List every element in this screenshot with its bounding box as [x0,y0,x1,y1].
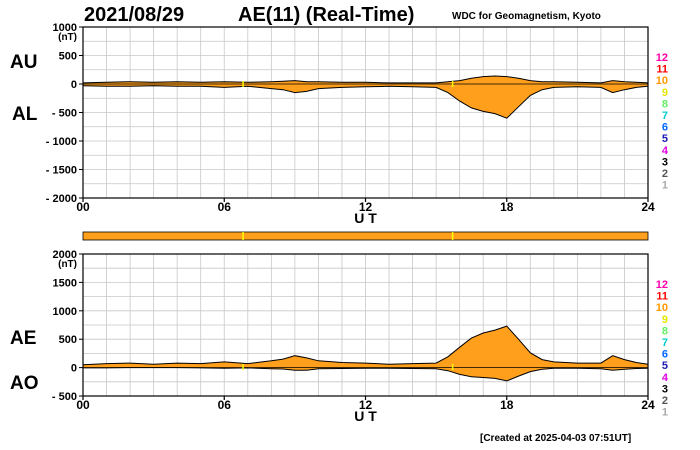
au-al-legend-number: 1 [662,180,668,192]
ae-ao-legend-number: 3 [662,383,668,395]
ae-ao-ytick-label: 1500 [53,277,77,289]
ae-ao-unit-label: (nT) [58,259,77,270]
au-al-legend-number: 11 [656,64,668,76]
ae-ao-legend-number: 10 [656,302,668,314]
series-ae-line [82,325,649,366]
ae-ao-legend-number: 2 [662,395,668,407]
au-label: AU [10,52,38,73]
au-al-legend-number: 3 [662,156,668,168]
ae-ao-xtick-label: 18 [500,398,514,412]
au-al-ytick-label: 500 [59,51,77,63]
au-al-xtick-label: 06 [218,200,232,214]
ae-ao-legend-number: 9 [662,314,668,326]
au-al-ytick-label: 0 [71,79,77,91]
ae-ao-legend-number: 4 [662,372,669,384]
au-al-ytick-label: 1000 [53,22,77,34]
ae-ao-legend-number: 12 [656,279,668,291]
au-al-legend-number: 10 [656,75,668,87]
series-au-line [82,75,649,84]
au-al-legend-number: 7 [662,110,668,122]
created-timestamp: [Created at 2025-04-03 07:51UT] [480,433,632,444]
ae-ao-xaxis-label: U T [354,408,377,424]
au-al-legend-number: 12 [656,52,668,64]
au-al-legend-number: 5 [662,133,668,145]
ae-ao-ytick-label: 500 [59,334,77,346]
ae-ao-legend-number: 8 [662,325,668,337]
au-al-legend-number: 2 [662,168,668,180]
organization-label: WDC for Geomagnetism, Kyoto [452,11,601,22]
au-al-fill-area [83,76,648,119]
au-al-ytick-label: - 2000 [46,193,77,205]
au-al-legend-number: 6 [662,122,668,134]
ae-ao-xtick-label: 00 [76,398,90,412]
ao-label: AO [10,373,39,394]
al-label: AL [12,104,38,125]
au-al-legend-number: 9 [662,87,668,99]
ae-ao-legend-number: 6 [662,349,668,361]
au-al-xtick-label: 12 [359,200,373,214]
ae-ao-ytick-label: - 500 [52,391,77,403]
au-al-unit-label: (nT) [58,32,77,43]
ae-ao-legend-number: 5 [662,360,668,372]
au-al-xaxis-label: U T [354,210,377,226]
ae-ao-xtick-label: 12 [359,398,373,412]
series-ao-line [83,367,649,382]
ae-ao-ytick-label: 1000 [53,306,77,318]
chart-title: AE(11) (Real-Time) [238,4,415,26]
series-al-line [82,85,649,119]
date-label: 2021/08/29 [84,4,185,26]
au-al-xtick-label: 24 [641,200,655,214]
au-al-ytick-label: - 500 [52,108,77,120]
ae-ao-legend-number: 1 [662,407,668,419]
ae-ao-xtick-label: 24 [641,398,655,412]
au-al-ytick-label: - 1000 [46,136,77,148]
ae-ao-ytick-label: 0 [71,363,77,375]
au-al-xtick-label: 18 [500,200,514,214]
ae-ao-legend-number: 11 [656,291,668,303]
au-al-legend-number: 4 [662,145,669,157]
au-al-xtick-label: 00 [76,200,90,214]
ae-label: AE [10,328,37,349]
ae-ao-legend-number: 7 [662,337,668,349]
au-al-ytick-label: - 1500 [46,165,77,177]
au-al-legend-number: 8 [662,98,668,110]
ae-ao-ytick-label: 2000 [53,249,77,261]
data-availability-bar [82,231,649,241]
ae-ao-xtick-label: 06 [218,398,232,412]
